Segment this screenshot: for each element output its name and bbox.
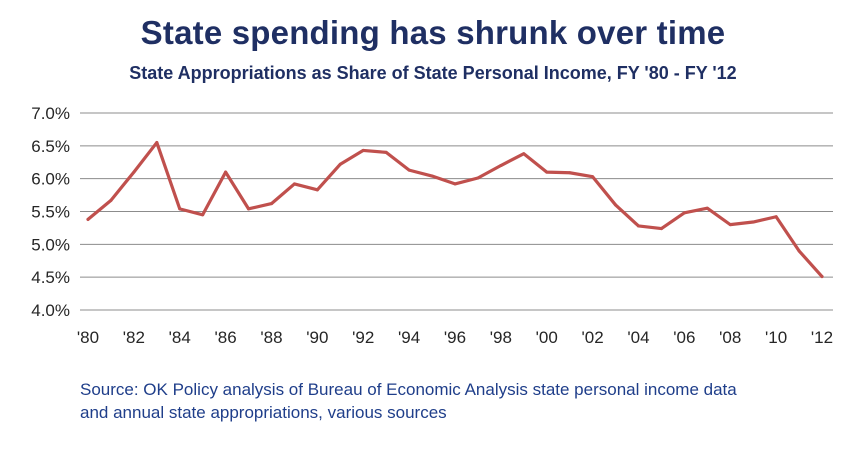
x-tick-label: '06 (673, 328, 695, 347)
source-line-1: Source: OK Policy analysis of Bureau of … (80, 380, 737, 399)
source-line-2: and annual state appropriations, various… (80, 403, 447, 422)
data-point (109, 198, 113, 202)
data-point (568, 171, 572, 175)
x-tick-label: '12 (811, 328, 833, 347)
x-tick-label: '90 (306, 328, 328, 347)
x-tick-label: '04 (627, 328, 649, 347)
data-point (774, 215, 778, 219)
x-tick-label: '94 (398, 328, 420, 347)
data-point (591, 175, 595, 179)
data-point (659, 227, 663, 231)
x-tick-label: '96 (444, 328, 466, 347)
series-line (86, 140, 824, 279)
chart-subtitle: State Appropriations as Share of State P… (129, 63, 737, 83)
x-tick-label: '08 (719, 328, 741, 347)
data-point (407, 168, 411, 172)
x-tick-label: '82 (123, 328, 145, 347)
x-tick-label: '84 (169, 328, 191, 347)
y-tick-label: 7.0% (31, 104, 70, 123)
x-tick-label: '98 (490, 328, 512, 347)
data-point (361, 148, 365, 152)
y-tick-label: 4.5% (31, 268, 70, 287)
x-tick-label: '10 (765, 328, 787, 347)
data-point (292, 182, 296, 186)
chart-title: State spending has shrunk over time (140, 14, 726, 51)
x-tick-label: '86 (215, 328, 237, 347)
x-tick-label: '88 (260, 328, 282, 347)
data-point (476, 176, 480, 180)
data-point (545, 170, 549, 174)
x-tick-label: '92 (352, 328, 374, 347)
data-point (86, 217, 90, 221)
data-point (522, 152, 526, 156)
x-tick-label: '00 (536, 328, 558, 347)
data-point (384, 150, 388, 154)
y-tick-label: 5.0% (31, 235, 70, 254)
data-point (820, 275, 824, 279)
y-tick-label: 6.0% (31, 170, 70, 189)
data-point (705, 206, 709, 210)
data-point (155, 141, 159, 145)
data-point (430, 174, 434, 178)
x-tick-label: '80 (77, 328, 99, 347)
data-point (315, 188, 319, 192)
data-point (338, 162, 342, 166)
data-point (224, 170, 228, 174)
x-tick-label: '02 (582, 328, 604, 347)
y-tick-label: 4.0% (31, 301, 70, 320)
source-note: Source: OK Policy analysis of Bureau of … (80, 378, 840, 424)
data-point (270, 202, 273, 206)
data-point (132, 170, 136, 174)
y-tick-label: 6.5% (31, 137, 70, 156)
data-point (499, 164, 503, 168)
data-point (797, 249, 801, 253)
data-point (453, 182, 457, 186)
data-point (637, 224, 640, 228)
y-tick-label: 5.5% (31, 203, 70, 222)
data-point (178, 207, 182, 211)
data-point (614, 203, 618, 207)
data-point (751, 220, 755, 224)
data-point (682, 211, 686, 215)
data-point (247, 207, 251, 211)
data-point (201, 213, 205, 217)
data-point (728, 223, 732, 227)
